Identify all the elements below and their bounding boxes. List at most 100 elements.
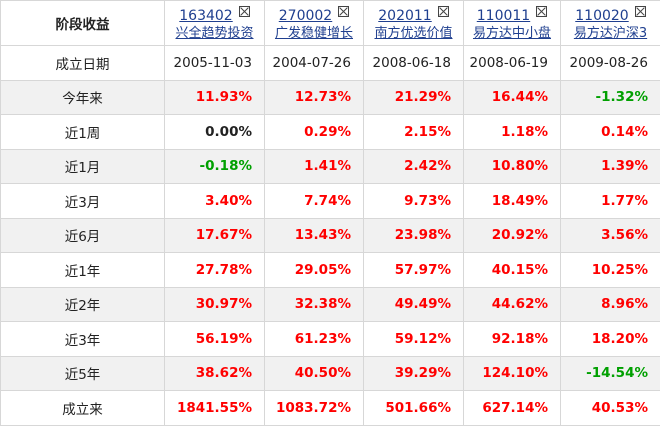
return-value-cell: 7.74% <box>265 184 364 219</box>
inception-date-cell: 2004-07-26 <box>265 46 364 81</box>
fund-column-header: 110011 易方达中小盘 <box>464 1 561 46</box>
fund-code-link[interactable]: 110011 <box>477 8 530 24</box>
return-value-cell: 1841.55% <box>165 391 265 426</box>
remove-fund-icon[interactable] <box>536 6 547 17</box>
return-value-cell: 124.10% <box>464 356 561 391</box>
return-value-cell: 0.29% <box>265 115 364 150</box>
return-value-cell: 56.19% <box>165 322 265 357</box>
return-value-cell: 40.50% <box>265 356 364 391</box>
row-label: 近1周 <box>1 115 165 150</box>
remove-fund-icon[interactable] <box>635 6 646 17</box>
return-value-cell: 8.96% <box>561 287 660 322</box>
return-value-cell: 23.98% <box>364 218 464 253</box>
fund-name-link[interactable]: 易方达沪深3 <box>561 25 660 42</box>
return-value-cell: 61.23% <box>265 322 364 357</box>
return-value-cell: 29.05% <box>265 253 364 288</box>
return-value-cell: 21.29% <box>364 80 464 115</box>
return-value-cell: 10.80% <box>464 149 561 184</box>
return-value-cell: -1.32% <box>561 80 660 115</box>
fund-code-link[interactable]: 202011 <box>378 8 431 24</box>
return-value-cell: 32.38% <box>265 287 364 322</box>
inception-date-cell: 2005-11-03 <box>165 46 265 81</box>
fund-name-link[interactable]: 南方优选价值 <box>364 25 463 42</box>
remove-fund-icon[interactable] <box>239 6 250 17</box>
row-label: 近3月 <box>1 184 165 219</box>
row-label: 近1月 <box>1 149 165 184</box>
return-value-cell: 92.18% <box>464 322 561 357</box>
return-value-cell: -14.54% <box>561 356 660 391</box>
return-value-cell: 10.25% <box>561 253 660 288</box>
return-value-cell: 501.66% <box>364 391 464 426</box>
return-value-cell: 18.49% <box>464 184 561 219</box>
return-value-cell: 627.14% <box>464 391 561 426</box>
inception-date-cell: 2008-06-19 <box>464 46 561 81</box>
return-value-cell: 49.49% <box>364 287 464 322</box>
fund-column-header: 270002 广发稳健增长 <box>265 1 364 46</box>
return-value-cell: 59.12% <box>364 322 464 357</box>
row-label: 成立日期 <box>1 46 165 81</box>
return-value-cell: 18.20% <box>561 322 660 357</box>
return-value-cell: 44.62% <box>464 287 561 322</box>
return-value-cell: 16.44% <box>464 80 561 115</box>
return-value-cell: 40.53% <box>561 391 660 426</box>
return-value-cell: 1.77% <box>561 184 660 219</box>
return-value-cell: 3.56% <box>561 218 660 253</box>
remove-fund-icon[interactable] <box>338 6 349 17</box>
return-value-cell: 0.14% <box>561 115 660 150</box>
fund-column-header: 202011 南方优选价值 <box>364 1 464 46</box>
table-row: 近1月-0.18%1.41%2.42%10.80%1.39% <box>1 149 660 184</box>
row-label: 近2年 <box>1 287 165 322</box>
row-label: 成立来 <box>1 391 165 426</box>
inception-date-cell: 2009-08-26 <box>561 46 660 81</box>
fund-code-link[interactable]: 270002 <box>279 8 332 24</box>
row-label: 今年来 <box>1 80 165 115</box>
remove-fund-icon[interactable] <box>438 6 449 17</box>
return-value-cell: 38.62% <box>165 356 265 391</box>
return-value-cell: 9.73% <box>364 184 464 219</box>
return-value-cell: 39.29% <box>364 356 464 391</box>
period-returns-header: 阶段收益 <box>1 1 165 46</box>
fund-column-header: 110020 易方达沪深3 <box>561 1 660 46</box>
return-value-cell: 17.67% <box>165 218 265 253</box>
fund-column-header: 163402 兴全趋势投资 <box>165 1 265 46</box>
row-label: 近6月 <box>1 218 165 253</box>
return-value-cell: -0.18% <box>165 149 265 184</box>
return-value-cell: 20.92% <box>464 218 561 253</box>
fund-code-link[interactable]: 163402 <box>179 8 232 24</box>
fund-name-link[interactable]: 易方达中小盘 <box>464 25 560 42</box>
row-label: 近1年 <box>1 253 165 288</box>
fund-code-link[interactable]: 110020 <box>575 8 628 24</box>
return-value-cell: 27.78% <box>165 253 265 288</box>
return-value-cell: 0.00% <box>165 115 265 150</box>
return-value-cell: 1.18% <box>464 115 561 150</box>
return-value-cell: 2.42% <box>364 149 464 184</box>
header-row: 阶段收益 163402 兴全趋势投资 270002 广发稳健增长 202011 … <box>1 1 660 46</box>
return-value-cell: 1.41% <box>265 149 364 184</box>
return-value-cell: 2.15% <box>364 115 464 150</box>
row-label: 近3年 <box>1 322 165 357</box>
return-value-cell: 57.97% <box>364 253 464 288</box>
return-value-cell: 11.93% <box>165 80 265 115</box>
return-value-cell: 12.73% <box>265 80 364 115</box>
return-value-cell: 1.39% <box>561 149 660 184</box>
return-value-cell: 3.40% <box>165 184 265 219</box>
fund-name-link[interactable]: 广发稳健增长 <box>265 25 363 42</box>
row-label: 近5年 <box>1 356 165 391</box>
inception-date-cell: 2008-06-18 <box>364 46 464 81</box>
return-value-cell: 30.97% <box>165 287 265 322</box>
return-value-cell: 1083.72% <box>265 391 364 426</box>
fund-name-link[interactable]: 兴全趋势投资 <box>165 25 264 42</box>
return-value-cell: 13.43% <box>265 218 364 253</box>
